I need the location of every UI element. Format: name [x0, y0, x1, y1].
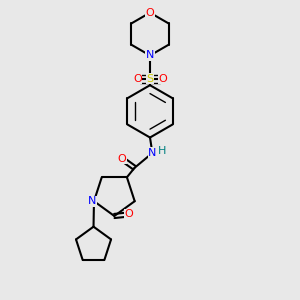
Text: H: H: [158, 146, 166, 157]
Text: S: S: [146, 74, 154, 84]
Text: O: O: [158, 74, 167, 84]
Text: O: O: [133, 74, 142, 84]
Text: N: N: [146, 50, 154, 61]
Text: N: N: [148, 148, 157, 158]
Text: N: N: [88, 196, 97, 206]
Text: O: O: [118, 154, 126, 164]
Text: O: O: [124, 209, 133, 220]
Text: O: O: [146, 8, 154, 18]
